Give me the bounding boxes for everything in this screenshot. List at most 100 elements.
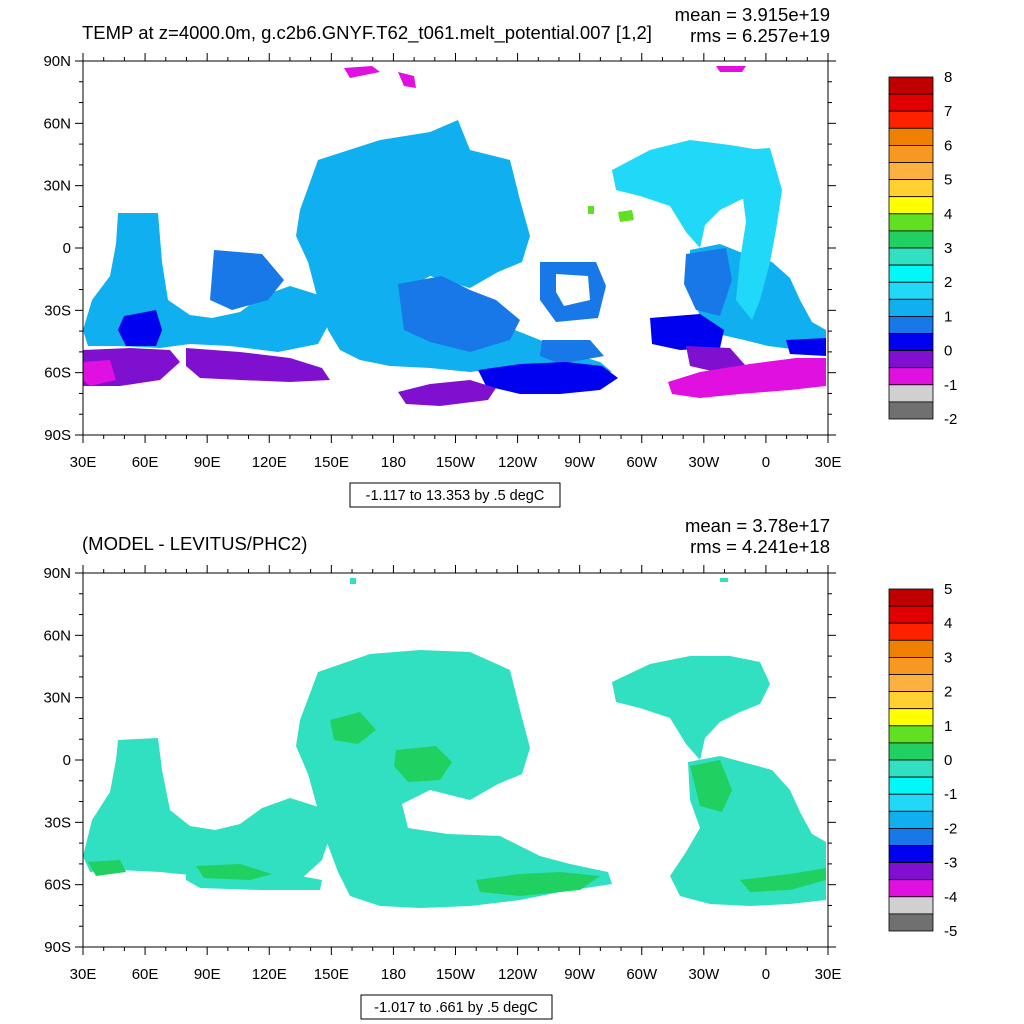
- colorbar-swatch: [888, 879, 934, 898]
- region-blue-basin-4: [684, 248, 732, 316]
- y-tick-label: 30N: [43, 178, 71, 195]
- x-tick-label: 90E: [194, 966, 221, 983]
- y-tick-label: 30S: [44, 814, 71, 831]
- colorbar-swatch: [888, 776, 934, 795]
- y-tick-label: 30S: [44, 302, 71, 319]
- region-atlantic-north: [612, 140, 770, 248]
- colorbar-swatch: [888, 127, 934, 146]
- x-tick-label: 30W: [688, 454, 720, 471]
- x-tick-label: 90W: [564, 454, 596, 471]
- colorbar-label: 4: [944, 206, 952, 223]
- colorbar-label: 5: [944, 172, 952, 189]
- x-tick-label: 120E: [252, 454, 287, 471]
- colorbar-label: -2: [944, 820, 957, 837]
- region-green-spot-2: [588, 206, 594, 214]
- region-magenta-2: [668, 358, 826, 398]
- colorbar-swatch: [888, 401, 934, 420]
- region-green-4: [476, 872, 600, 896]
- x-tick-label: 30E: [815, 966, 842, 983]
- colorbar-swatch: [888, 367, 934, 386]
- region-green-3: [690, 760, 732, 812]
- colorbar-swatch: [888, 384, 934, 403]
- region-deep-4: [786, 338, 826, 356]
- contour-info: -1.017 to .661 by .5 degC: [374, 1000, 538, 1016]
- region-blue-basin-1: [398, 276, 520, 352]
- contour-info: -1.117 to 13.353 by .5 degC: [366, 488, 545, 504]
- y-tick-label: 90N: [43, 565, 71, 582]
- x-tick-label: 150E: [314, 966, 349, 983]
- x-tick-label: 30E: [815, 454, 842, 471]
- x-tick-label: 0: [762, 454, 770, 471]
- colorbar-swatch: [888, 213, 934, 232]
- ocean-field: [83, 578, 826, 908]
- colorbar-swatch: [888, 93, 934, 112]
- region-deep-3: [478, 362, 618, 394]
- stat-rms: rms = 4.241e+18: [690, 536, 830, 557]
- colorbar-swatch: [888, 725, 934, 744]
- colorbar-label: 2: [944, 274, 952, 291]
- y-tick-label: 60N: [43, 115, 71, 132]
- panel-title: (MODEL - LEVITUS/PHC2): [82, 533, 307, 554]
- colorbar-label: 1: [944, 718, 952, 735]
- region-purple-3: [398, 380, 496, 406]
- colorbar-swatch: [888, 144, 934, 163]
- colorbar-swatch: [888, 691, 934, 710]
- x-tick-label: 60E: [132, 966, 159, 983]
- colorbar-swatch: [888, 674, 934, 693]
- region-arctic-2: [398, 72, 416, 88]
- colorbar-label: 0: [944, 343, 952, 360]
- region-arctic: [350, 578, 356, 584]
- x-tick-label: 90E: [194, 454, 221, 471]
- y-tick-label: 60S: [44, 365, 71, 382]
- axes: 30E 60E 90E 120E 150E 180 150W 120W 90W 60W 30W 0 30…: [43, 53, 841, 471]
- region-green-5: [196, 864, 272, 880]
- colorbar-label: 2: [944, 684, 952, 701]
- colorbar-label: 5: [944, 581, 952, 598]
- region-pacific: [296, 120, 612, 372]
- x-tick-label: 60E: [132, 454, 159, 471]
- colorbar-swatch: [888, 708, 934, 727]
- stat-mean: mean = 3.78e+17: [685, 515, 830, 536]
- x-tick-label: 60W: [626, 454, 658, 471]
- region-green-spot-1: [618, 210, 634, 222]
- colorbar-label: -5: [944, 923, 957, 940]
- colorbar-swatch: [888, 264, 934, 283]
- x-tick-label: 120W: [498, 454, 538, 471]
- colorbar-swatch: [888, 281, 934, 300]
- y-tick-label: 0: [63, 752, 71, 769]
- region-green-1: [394, 746, 452, 782]
- panel-temperature: TEMP at z=4000.0m, g.c2b6.GNYF.T62_t061.…: [43, 4, 957, 508]
- colorbar-swatch: [888, 896, 934, 915]
- x-tick-label: 90W: [564, 966, 596, 983]
- x-tick-label: 30E: [70, 454, 97, 471]
- colorbar-swatch: [888, 793, 934, 812]
- x-tick-label: 180: [381, 454, 406, 471]
- region-tasman-inner: [556, 274, 590, 306]
- x-tick-label: 120W: [498, 966, 538, 983]
- colorbar-swatch: [888, 845, 934, 864]
- colorbar-label: 1: [944, 308, 952, 325]
- colorbar-label: 4: [944, 615, 952, 632]
- colorbar-label: -1: [944, 377, 957, 394]
- contour-info-box: -1.117 to 13.353 by .5 degC: [349, 482, 561, 508]
- x-tick-label: 30E: [70, 966, 97, 983]
- colorbar: 5 4 3 2 1 0 -1 -2 -3 -4 -5: [888, 581, 957, 940]
- colorbar-swatch: [888, 828, 934, 846]
- colorbar-swatch: [888, 913, 934, 932]
- colorbar-label: 0: [944, 752, 952, 769]
- colorbar-swatch: [888, 110, 934, 129]
- region-purple-2: [186, 348, 330, 382]
- axes: 30E 60E 90E 120E 150E 180 150W 120W 90W 60W 30W 0 30…: [43, 565, 841, 983]
- y-tick-label: 60S: [44, 877, 71, 894]
- colorbar-swatch: [888, 622, 934, 641]
- colorbar-swatch: [888, 247, 934, 266]
- region-atlantic-north: [612, 656, 770, 760]
- colorbar-label: 8: [944, 69, 952, 86]
- colorbar-label: -3: [944, 855, 957, 872]
- colorbar-label: 7: [944, 103, 952, 120]
- colorbar-swatch: [888, 230, 934, 249]
- colorbar-swatch: [888, 605, 934, 624]
- stat-rms: rms = 6.257e+19: [690, 25, 830, 46]
- region-atlantic-east: [736, 148, 782, 320]
